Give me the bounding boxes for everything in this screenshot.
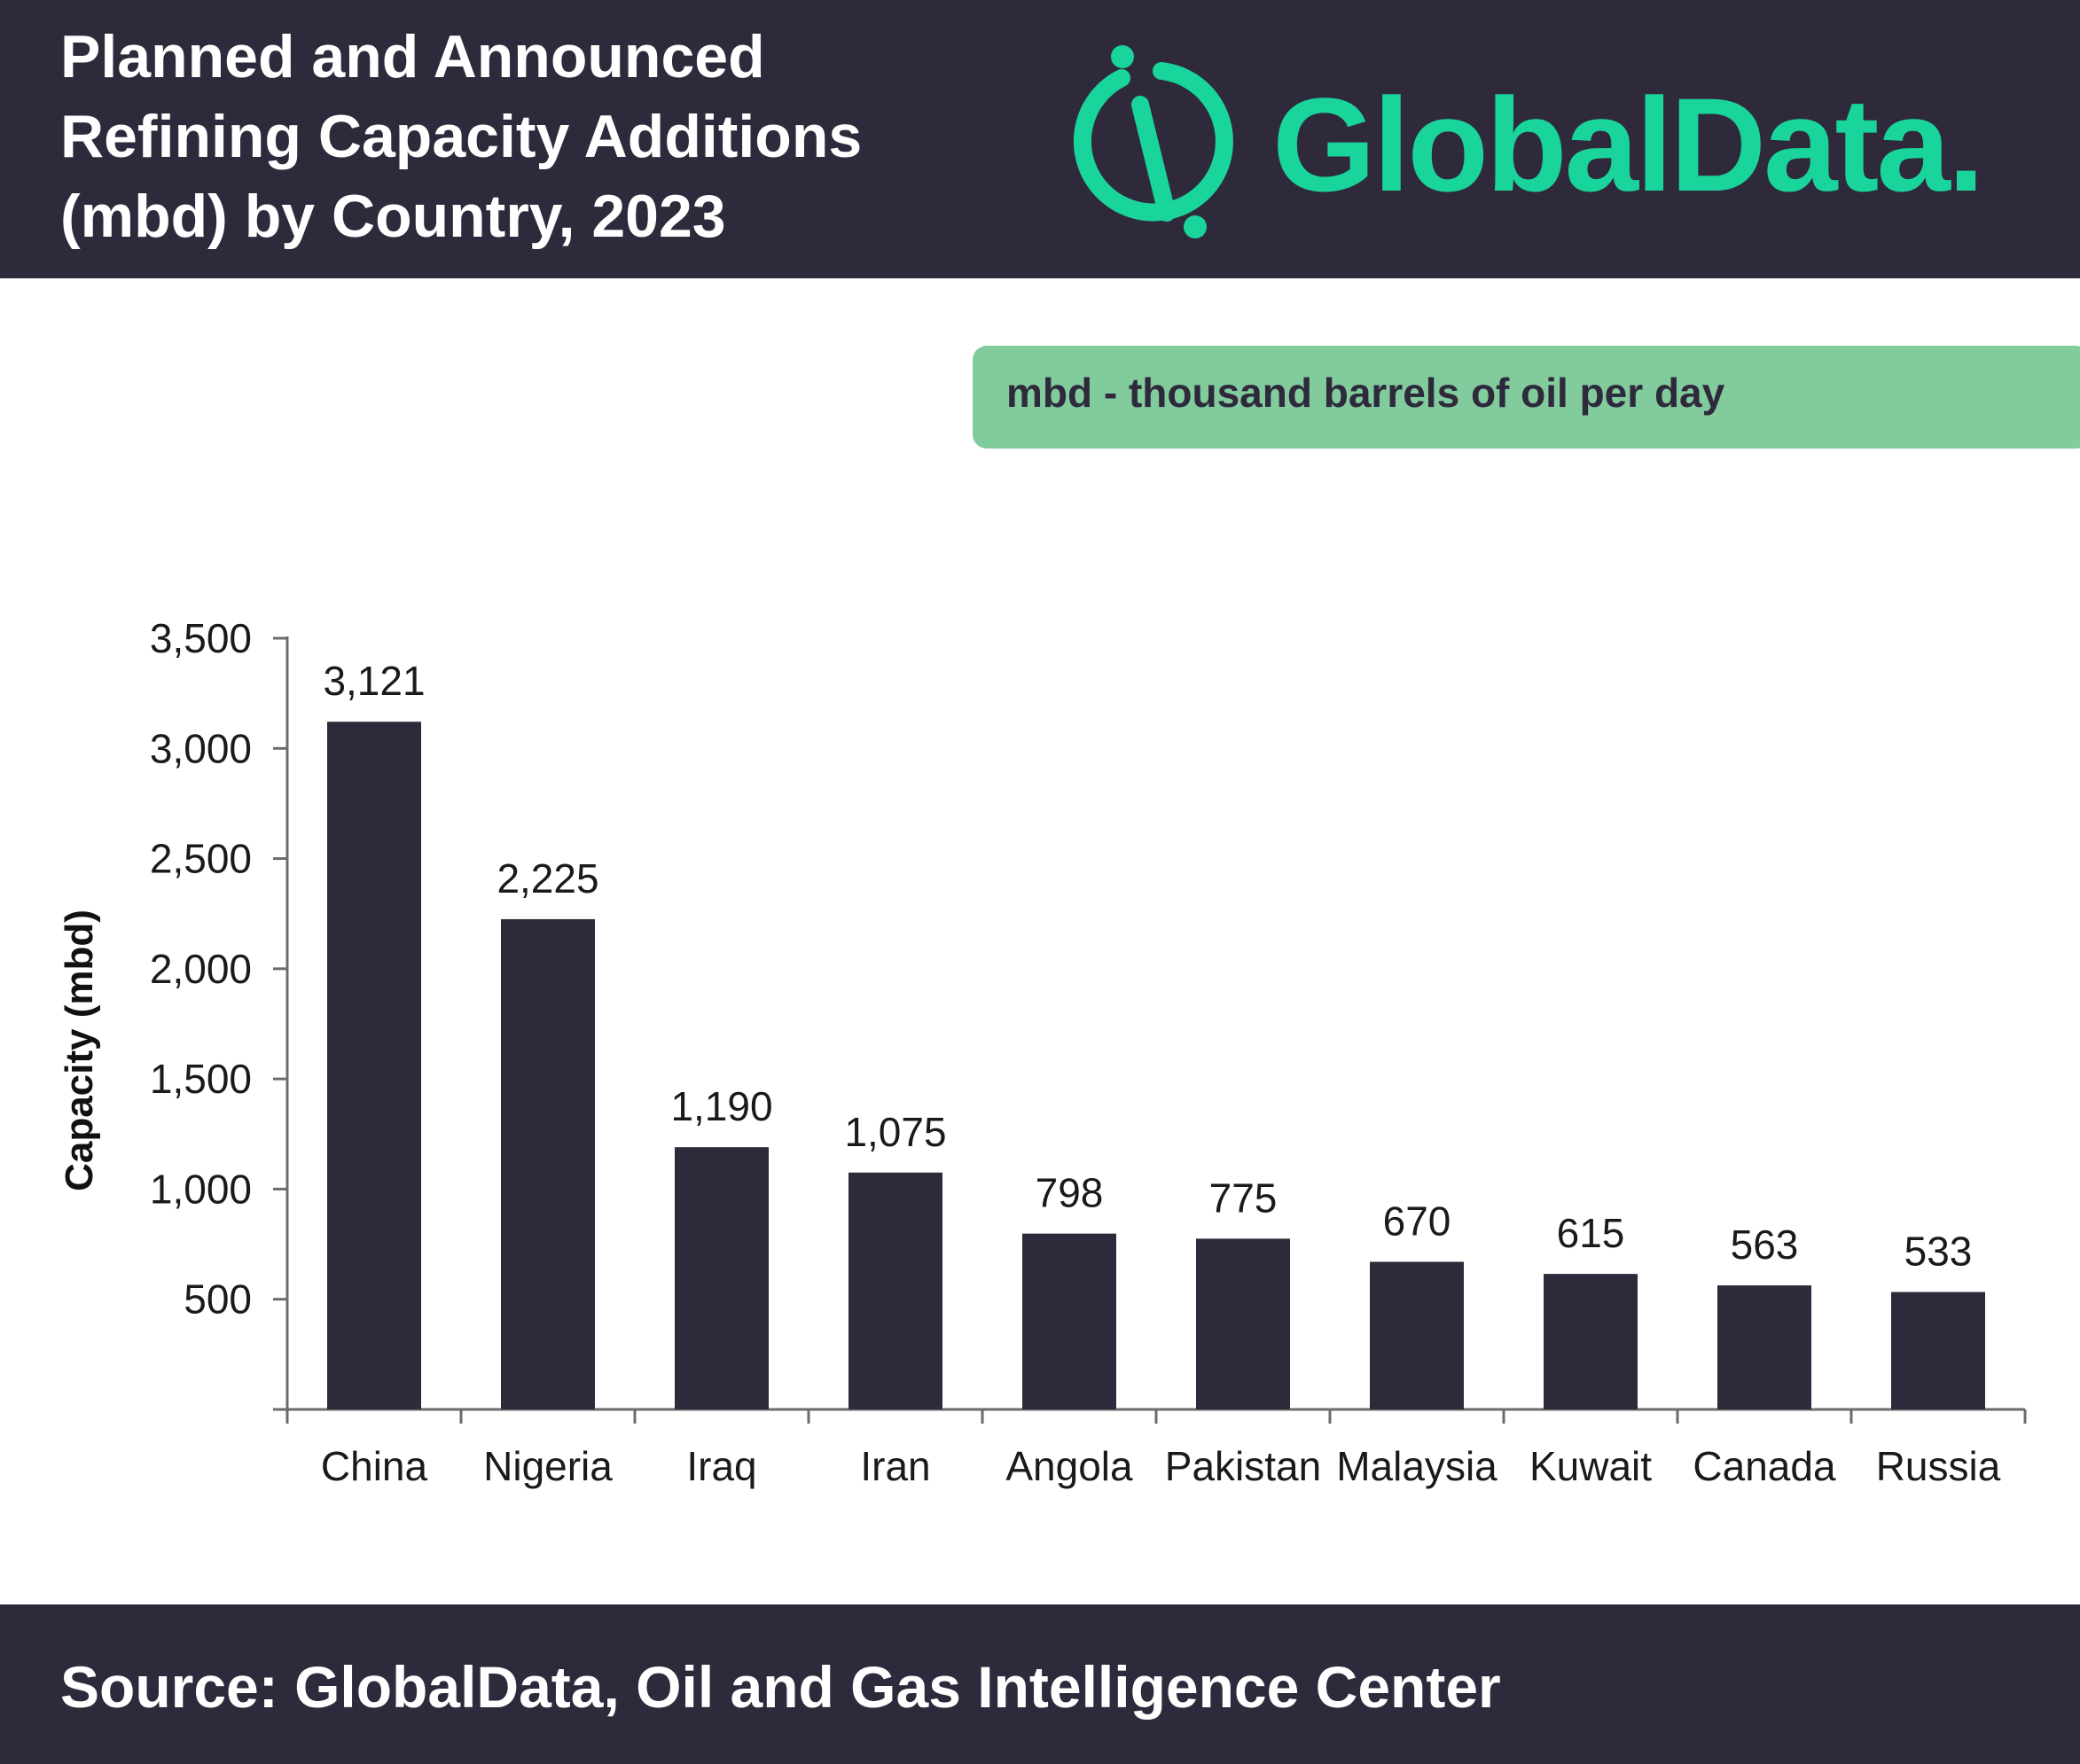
bar-pakistan [1196, 1238, 1290, 1409]
chart-title-line-2: Refining Capacity Additions [60, 103, 863, 170]
x-tick-label: Angola [1005, 1443, 1133, 1489]
globaldata-logo-text: GlobalData. [1272, 70, 1984, 219]
x-tick-label: Malaysia [1336, 1443, 1497, 1489]
bar-iraq [675, 1147, 769, 1409]
bar-chart: mbd - thousand barrels of oil per day 50… [58, 346, 2080, 1489]
y-tick-label: 3,000 [150, 725, 252, 771]
bar-malaysia [1370, 1261, 1464, 1409]
bar-canada [1717, 1285, 1811, 1409]
data-label: 3,121 [323, 658, 425, 704]
bar-russia [1891, 1292, 1985, 1409]
x-tick-label: Russia [1876, 1443, 2001, 1489]
y-tick-label: 500 [184, 1276, 252, 1323]
footer-banner: Source: GlobalData, Oil and Gas Intellig… [0, 1604, 2080, 1764]
y-axis-title: Capacity (mbd) [58, 909, 101, 1191]
unit-note-text: mbd - thousand barrels of oil per day [1006, 370, 1725, 416]
x-tick-label: Iraq [686, 1443, 756, 1489]
bar-iran [848, 1172, 942, 1409]
y-tick-label: 1,000 [150, 1166, 252, 1212]
bar-angola [1022, 1233, 1116, 1409]
y-tick-label: 2,500 [150, 836, 252, 882]
x-tick-label: Iran [860, 1443, 930, 1489]
globaldata-logo-mark-icon [1073, 45, 1233, 238]
x-tick-label: Pakistan [1165, 1443, 1321, 1489]
data-label: 1,190 [670, 1083, 772, 1129]
y-tick-label: 1,500 [150, 1056, 252, 1102]
source-text: Source: GlobalData, Oil and Gas Intellig… [60, 1654, 1501, 1720]
data-label: 533 [1904, 1229, 1973, 1275]
y-tick-label: 3,500 [150, 615, 252, 661]
bar-nigeria [501, 918, 595, 1409]
globaldata-logo: GlobalData. [1073, 35, 2057, 248]
chart-title-line-3: (mbd) by Country, 2023 [60, 183, 726, 250]
unit-note: mbd - thousand barrels of oil per day [973, 346, 2080, 449]
unit-note-box [973, 346, 2080, 449]
x-tick-label: Kuwait [1529, 1443, 1652, 1489]
y-tick-label: 2,000 [150, 946, 252, 992]
data-label: 1,075 [844, 1109, 946, 1155]
x-tick-label: Nigeria [483, 1443, 613, 1489]
labels: 500 1,000 1,500 2,000 2,500 3,000 3,500 Capacit… [58, 615, 2001, 1489]
data-label: 2,225 [497, 855, 598, 902]
bar-china [327, 722, 421, 1409]
x-tick-label: China [321, 1443, 428, 1489]
data-label: 563 [1731, 1222, 1799, 1268]
data-label: 798 [1036, 1170, 1104, 1216]
x-tick-label: Canada [1693, 1443, 1836, 1489]
bars [327, 722, 1985, 1409]
chart-title-line-1: Planned and Announced [60, 23, 765, 90]
header-banner: Planned and Announced Refining Capacity … [0, 0, 2080, 278]
data-label: 775 [1209, 1175, 1278, 1221]
bar-kuwait [1544, 1274, 1638, 1409]
data-label: 615 [1557, 1210, 1625, 1256]
data-label: 670 [1383, 1198, 1451, 1244]
